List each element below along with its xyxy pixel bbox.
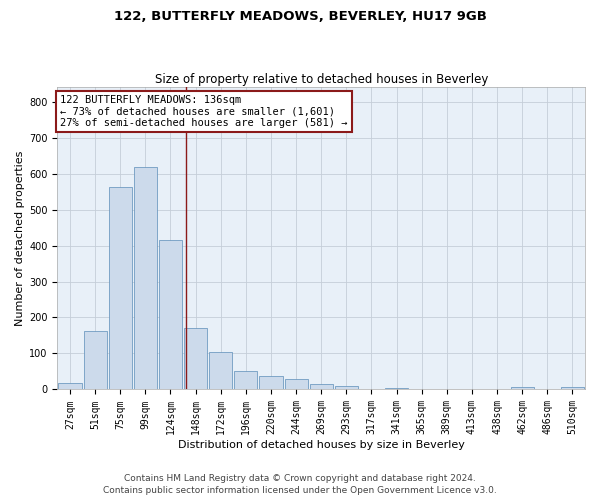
X-axis label: Distribution of detached houses by size in Beverley: Distribution of detached houses by size … [178, 440, 464, 450]
Bar [134, 167, 157, 390]
Bar [511, 387, 534, 390]
Bar [209, 352, 232, 390]
Bar [284, 378, 308, 390]
Bar [259, 376, 283, 390]
Bar [83, 331, 107, 390]
Bar [184, 328, 207, 390]
Bar [561, 387, 584, 390]
Bar [159, 240, 182, 390]
Bar [335, 386, 358, 390]
Bar [310, 384, 333, 390]
Text: 122 BUTTERFLY MEADOWS: 136sqm
← 73% of detached houses are smaller (1,601)
27% o: 122 BUTTERFLY MEADOWS: 136sqm ← 73% of d… [60, 94, 347, 128]
Title: Size of property relative to detached houses in Beverley: Size of property relative to detached ho… [155, 73, 488, 86]
Text: Contains HM Land Registry data © Crown copyright and database right 2024.
Contai: Contains HM Land Registry data © Crown c… [103, 474, 497, 495]
Text: 122, BUTTERFLY MEADOWS, BEVERLEY, HU17 9GB: 122, BUTTERFLY MEADOWS, BEVERLEY, HU17 9… [113, 10, 487, 23]
Bar [58, 383, 82, 390]
Bar [385, 388, 408, 390]
Bar [234, 371, 257, 390]
Bar [109, 187, 132, 390]
Y-axis label: Number of detached properties: Number of detached properties [15, 150, 25, 326]
Bar [360, 389, 383, 390]
